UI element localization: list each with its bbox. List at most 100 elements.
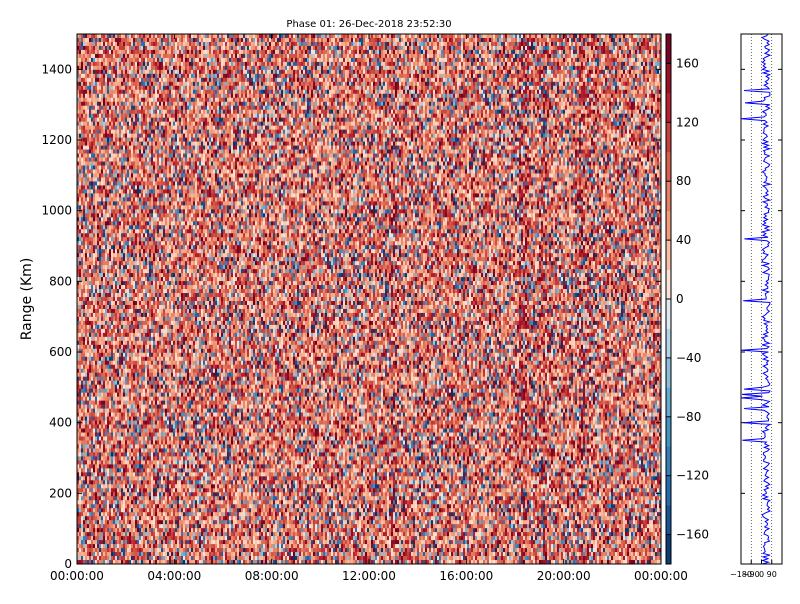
heatmap-cell bbox=[89, 53, 92, 59]
heatmap-cell bbox=[143, 344, 146, 350]
heatmap-cell bbox=[79, 261, 82, 266]
heatmap-cell bbox=[93, 37, 96, 43]
heatmap-cell bbox=[131, 249, 134, 254]
heatmap-cell bbox=[89, 368, 92, 374]
heatmap-cell bbox=[111, 169, 114, 174]
heatmap-cell bbox=[123, 293, 126, 298]
heatmap-cell bbox=[103, 488, 106, 493]
heatmap-cell bbox=[101, 300, 104, 306]
heatmap-cell bbox=[95, 552, 98, 557]
heatmap-cell bbox=[119, 396, 122, 401]
heatmap-cell bbox=[109, 293, 112, 298]
heatmap-cell bbox=[91, 89, 94, 95]
heatmap-cell bbox=[127, 540, 130, 545]
heatmap-cell bbox=[129, 121, 132, 126]
heatmap-cell bbox=[87, 440, 90, 445]
heatmap-cell bbox=[81, 352, 84, 358]
heatmap-cell bbox=[143, 185, 146, 190]
heatmap-cell bbox=[93, 105, 96, 111]
heatmap-cell bbox=[127, 177, 130, 182]
heatmap-cell bbox=[99, 233, 102, 238]
heatmap-cell bbox=[105, 312, 108, 318]
heatmap-cell bbox=[79, 169, 82, 174]
heatmap-cell bbox=[93, 336, 96, 342]
heatmap-cell bbox=[81, 213, 84, 218]
heatmap-cell bbox=[143, 73, 146, 79]
heatmap-cell bbox=[147, 352, 150, 358]
heatmap-cell bbox=[93, 165, 96, 170]
heatmap-cell bbox=[79, 300, 82, 306]
heatmap-cell bbox=[105, 404, 108, 409]
heatmap-cell bbox=[113, 213, 116, 218]
heatmap-cell bbox=[99, 364, 102, 370]
heatmap-cell bbox=[137, 213, 140, 218]
heatmap-cell bbox=[131, 201, 134, 206]
heatmap-cell bbox=[111, 209, 114, 214]
heatmap-cell bbox=[113, 424, 116, 429]
heatmap-cell bbox=[95, 472, 98, 477]
heatmap-cell bbox=[145, 308, 148, 314]
heatmap-cell bbox=[147, 57, 150, 63]
heatmap-cell bbox=[149, 241, 152, 246]
heatmap-cell bbox=[139, 257, 142, 262]
heatmap-cell bbox=[115, 340, 118, 346]
heatmap-cell bbox=[129, 133, 132, 138]
heatmap-cell bbox=[79, 281, 82, 286]
heatmap-cell bbox=[147, 69, 150, 75]
heatmap-cell bbox=[135, 384, 138, 390]
heatmap-cell bbox=[141, 476, 144, 481]
heatmap-cell bbox=[81, 157, 84, 162]
heatmap-cell bbox=[91, 225, 94, 230]
heatmap-cell bbox=[87, 512, 90, 517]
heatmap-cell bbox=[101, 556, 104, 561]
heatmap-cell bbox=[97, 440, 100, 445]
heatmap-cell bbox=[133, 77, 136, 83]
heatmap-cell bbox=[79, 237, 82, 242]
heatmap-cell bbox=[149, 440, 152, 445]
heatmap-cell bbox=[85, 556, 88, 561]
heatmap-cell bbox=[137, 201, 140, 206]
heatmap-cell bbox=[133, 61, 136, 67]
heatmap-cell bbox=[141, 424, 144, 429]
heatmap-cell bbox=[115, 53, 118, 59]
heatmap-cell bbox=[85, 253, 88, 258]
heatmap-cell bbox=[143, 368, 146, 374]
heatmap-cell bbox=[103, 376, 106, 382]
heatmap-cell bbox=[129, 464, 132, 469]
heatmap-cell bbox=[115, 41, 118, 47]
heatmap-cell bbox=[115, 173, 118, 178]
heatmap-cell bbox=[121, 81, 124, 87]
heatmap-cell bbox=[119, 444, 122, 449]
heatmap-cell bbox=[115, 109, 118, 115]
heatmap-cell bbox=[81, 448, 84, 453]
heatmap-cell bbox=[97, 336, 100, 342]
heatmap-cell bbox=[131, 496, 134, 501]
heatmap-cell bbox=[115, 113, 118, 119]
heatmap-cell bbox=[95, 153, 98, 158]
heatmap-cell bbox=[105, 444, 108, 449]
heatmap-cell bbox=[137, 109, 140, 115]
heatmap-cell bbox=[139, 316, 142, 322]
heatmap-cell bbox=[137, 528, 140, 533]
heatmap-cell bbox=[113, 125, 116, 130]
heatmap-cell bbox=[119, 73, 122, 79]
heatmap-cell bbox=[87, 273, 90, 278]
heatmap-cell bbox=[133, 193, 136, 198]
heatmap-cell bbox=[87, 233, 90, 238]
heatmap-cell bbox=[97, 420, 100, 425]
heatmap-cell bbox=[117, 257, 120, 262]
heatmap-cell bbox=[95, 380, 98, 386]
heatmap-cell bbox=[91, 388, 94, 393]
heatmap-cell bbox=[113, 133, 116, 138]
heatmap-cell bbox=[135, 316, 138, 322]
heatmap-cell bbox=[105, 93, 108, 99]
heatmap-cell bbox=[89, 257, 92, 262]
heatmap-cell bbox=[105, 113, 108, 119]
heatmap-cell bbox=[109, 157, 112, 162]
heatmap-cell bbox=[119, 352, 122, 358]
heatmap-cell bbox=[149, 456, 152, 461]
heatmap-cell bbox=[105, 289, 108, 294]
heatmap-cell bbox=[105, 504, 108, 509]
heatmap-cell bbox=[93, 269, 96, 274]
heatmap-cell bbox=[133, 165, 136, 170]
